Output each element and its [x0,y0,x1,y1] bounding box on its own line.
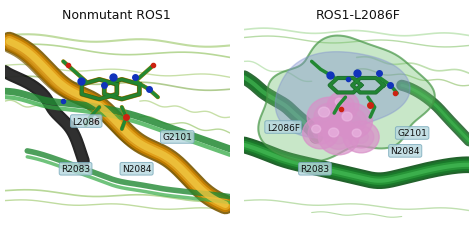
Circle shape [325,125,353,150]
Circle shape [328,128,338,137]
Circle shape [321,110,338,126]
Text: Nonmutant ROS1: Nonmutant ROS1 [62,9,171,22]
Circle shape [342,112,352,122]
Text: N2084: N2084 [391,147,420,156]
Circle shape [302,117,338,149]
Circle shape [332,96,354,115]
Text: R2083: R2083 [61,164,90,173]
Circle shape [330,130,347,144]
Circle shape [335,99,343,106]
Circle shape [343,122,379,153]
Polygon shape [275,52,410,138]
Text: G2101: G2101 [162,133,192,142]
Circle shape [338,109,366,134]
Text: N2084: N2084 [122,164,151,173]
Circle shape [313,127,328,140]
Circle shape [328,92,359,119]
Circle shape [348,126,374,148]
Circle shape [352,129,361,137]
Circle shape [308,122,333,144]
Text: ROS1-L2086F: ROS1-L2086F [315,9,401,22]
Circle shape [332,104,373,139]
Circle shape [311,126,320,133]
Text: L2086: L2086 [72,117,100,126]
Circle shape [319,108,330,117]
Circle shape [314,104,346,131]
Text: G2101: G2101 [397,129,427,138]
Circle shape [319,119,359,155]
Circle shape [344,114,360,129]
Circle shape [337,100,349,111]
Text: L2086F: L2086F [266,123,300,132]
Polygon shape [258,36,435,162]
Text: R2083: R2083 [301,164,329,173]
Circle shape [354,131,368,144]
Circle shape [307,98,352,137]
